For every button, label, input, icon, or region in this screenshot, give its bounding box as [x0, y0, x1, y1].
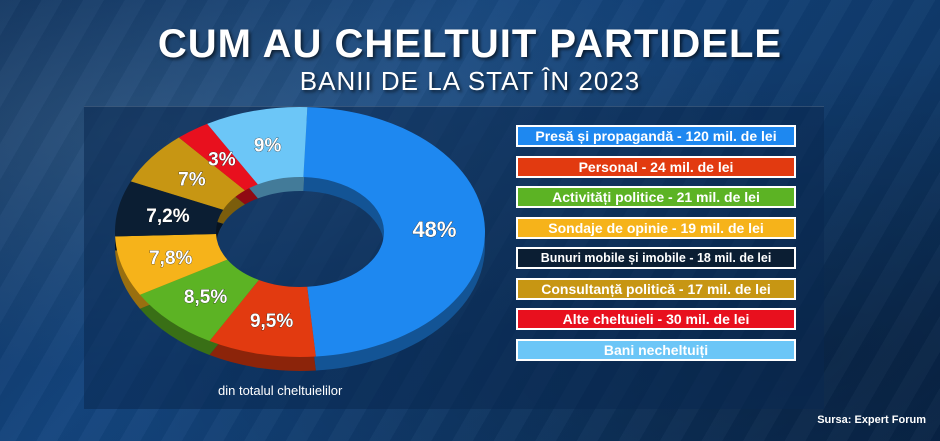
source-credit: Sursa: Expert Forum [817, 414, 926, 426]
slice-data-label: 9% [254, 136, 282, 157]
legend-item-bunuri: Bunuri mobile și imobile - 18 mil. de le… [516, 247, 796, 269]
legend-item-consultanta: Consultanță politică - 17 mil. de lei [516, 277, 796, 300]
legend-item-sondaje: Sondaje de opinie - 19 mil. de lei [516, 216, 796, 239]
legend-item-alte: Alte cheltuieli - 30 mil. de lei [516, 308, 796, 330]
legend: Presă și propagandă - 120 mil. de lei Pe… [516, 125, 796, 369]
chart-footnote: din totalul cheltuielilor [218, 383, 343, 398]
donut-slice [209, 279, 316, 357]
donut-slice [139, 259, 259, 342]
chart-title: CUM AU CHELTUIT PARTIDELE [157, 22, 783, 66]
legend-item-necheltuiti: Bani necheltuiți [516, 338, 796, 361]
donut-slice [207, 106, 308, 185]
slice-data-label: 7,2% [146, 206, 189, 227]
donut-slice [130, 137, 245, 210]
legend-item-personal: Personal - 24 mil. de lei [516, 155, 796, 178]
slice-data-label: 3% [208, 150, 236, 171]
slice-data-label: 48% [412, 217, 456, 242]
slice-data-label: 7,8% [149, 248, 192, 269]
legend-item-activitati: Activități politice - 21 mil. de lei [516, 186, 796, 208]
donut-slice [303, 107, 486, 357]
donut-slice [115, 181, 224, 237]
donut-slices [115, 106, 486, 357]
donut-labels: 48% 9,5% 8,5% 7,8% 7,2% 7%3% 9% [146, 135, 457, 332]
legend-item-presa: Presă și propagandă - 120 mil. de lei [516, 125, 796, 147]
slice-data-label: 7% [178, 169, 206, 190]
donut-slice [178, 123, 258, 191]
slice-data-label: 8,5% [184, 287, 227, 308]
donut-slice [115, 233, 228, 295]
chart-subtitle: BANII DE LA STAT ÎN 2023 [299, 66, 641, 96]
slice-data-label: 9,5% [250, 311, 293, 332]
